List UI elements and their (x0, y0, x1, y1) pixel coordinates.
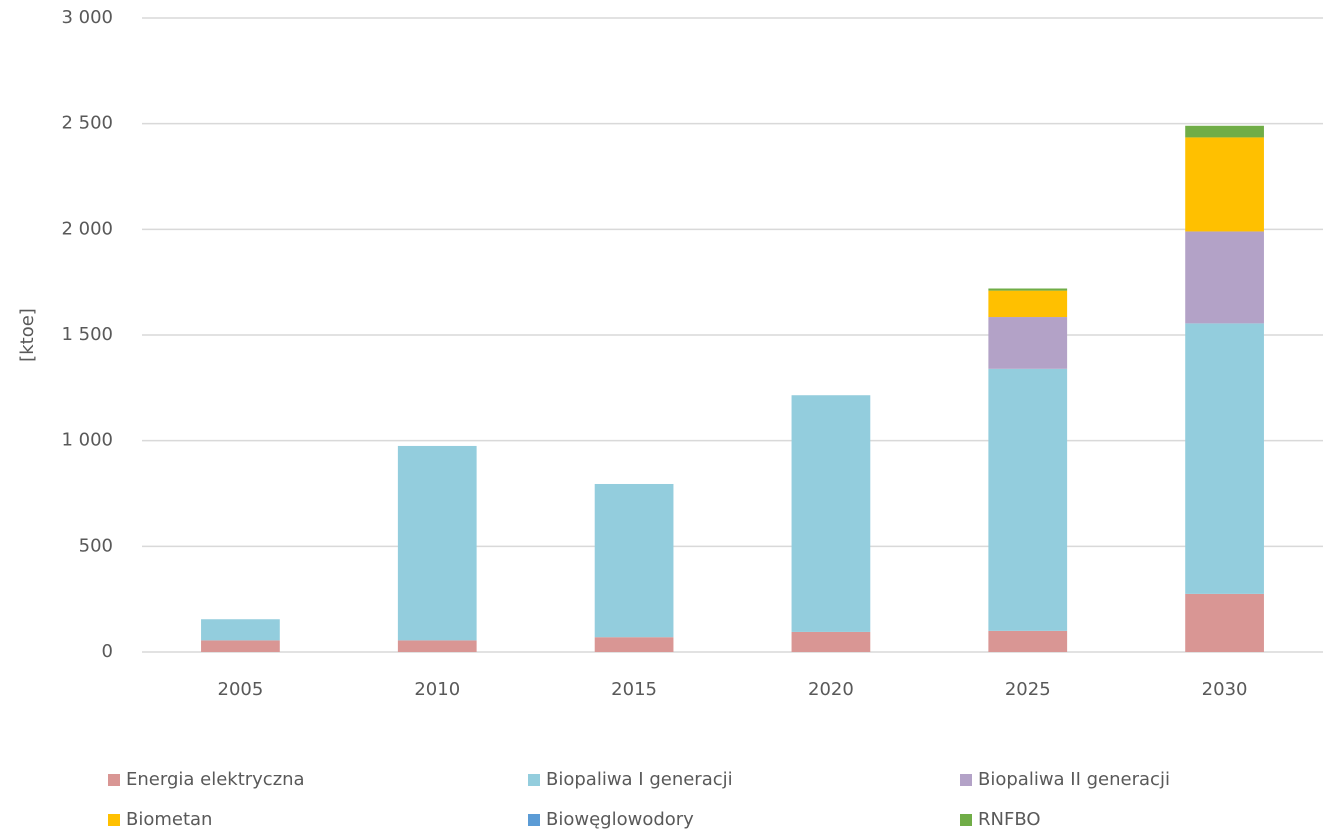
x-tick-label: 2025 (1005, 679, 1051, 700)
bar-segment (988, 630, 1068, 652)
y-axis-label: [ktoe] (17, 308, 38, 362)
bar-segment (397, 640, 477, 652)
legend-swatch (528, 774, 540, 786)
bar-segment (988, 288, 1068, 291)
bar-segment (201, 640, 280, 652)
bar-segment (594, 637, 674, 652)
y-tick-label: 1 500 (61, 324, 113, 345)
y-tick-label: 500 (79, 535, 113, 556)
legend-swatch (108, 814, 120, 826)
legend-label: Biometan (126, 809, 212, 830)
bar-segment (201, 619, 280, 641)
x-tick-label: 2010 (414, 679, 460, 700)
legend-label: RNFBO (978, 809, 1041, 830)
y-tick-label: 2 500 (61, 113, 113, 134)
bar-segment (988, 368, 1068, 631)
bar-segment (1185, 323, 1264, 594)
bar-segment (791, 631, 871, 652)
bar-segment (988, 317, 1068, 369)
bar-segment (988, 290, 1068, 318)
bar-segment (791, 395, 871, 632)
legend-label: Biopaliwa I generacji (546, 769, 733, 790)
bar-segment (397, 445, 477, 641)
x-tick-label: 2005 (218, 679, 264, 700)
legend-label: Biopaliwa II generacji (978, 769, 1170, 790)
bar-segment (1185, 593, 1264, 652)
y-tick-label: 3 000 (61, 7, 113, 28)
y-tick-label: 0 (102, 641, 113, 662)
legend-label: Energia elektryczna (126, 769, 305, 790)
bar-segment (594, 483, 674, 638)
legend-swatch (528, 814, 540, 826)
bar-segment (1185, 231, 1264, 324)
legend-swatch (108, 774, 120, 786)
legend-swatch (960, 814, 972, 826)
bar-segment (1185, 125, 1264, 138)
x-tick-label: 2030 (1202, 679, 1248, 700)
x-tick-label: 2020 (808, 679, 854, 700)
bar-segment (1185, 137, 1264, 232)
legend-label: Biowęglowodory (546, 809, 694, 830)
y-tick-label: 1 000 (61, 430, 113, 451)
legend-swatch (960, 774, 972, 786)
x-tick-label: 2015 (611, 679, 657, 700)
y-tick-label: 2 000 (61, 218, 113, 239)
